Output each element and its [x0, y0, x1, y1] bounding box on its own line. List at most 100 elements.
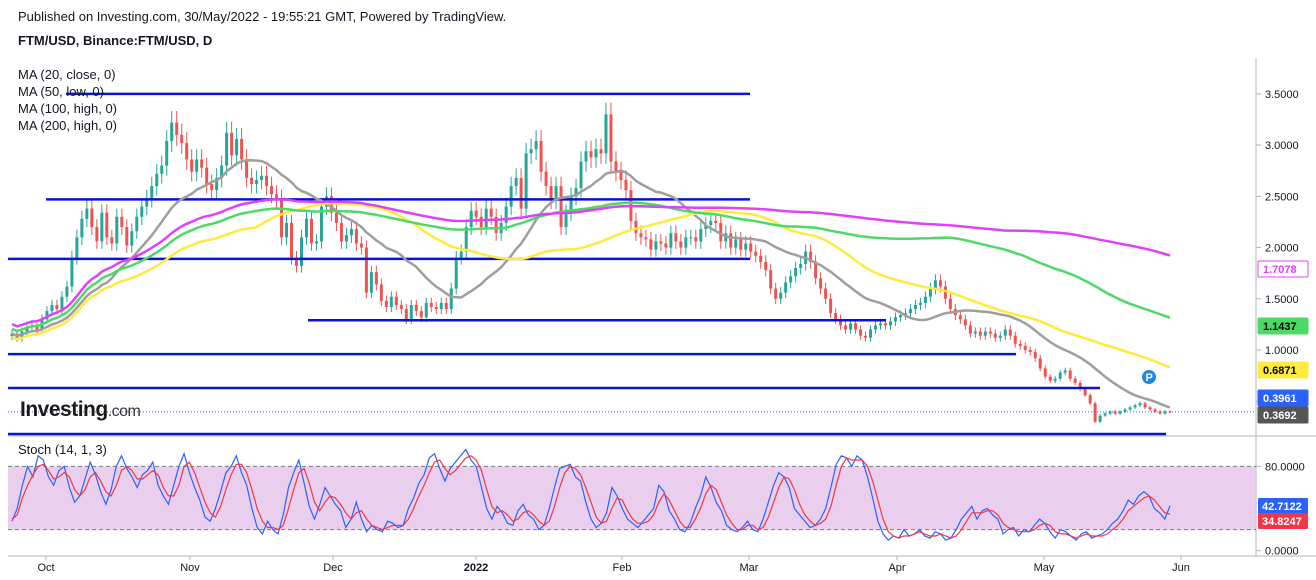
candle-body[interactable]: [958, 315, 962, 320]
candle-body[interactable]: [1093, 403, 1097, 422]
candle-body[interactable]: [1108, 411, 1112, 414]
candle-body[interactable]: [714, 220, 718, 223]
candle-body[interactable]: [1073, 378, 1077, 383]
candle-body[interactable]: [1003, 329, 1007, 336]
candle-body[interactable]: [684, 237, 688, 248]
candle-body[interactable]: [105, 212, 109, 238]
candle-body[interactable]: [1063, 370, 1067, 373]
candle-body[interactable]: [729, 233, 733, 248]
candle-body[interactable]: [334, 212, 338, 223]
candle-body[interactable]: [300, 237, 303, 267]
candle-body[interactable]: [938, 280, 942, 287]
candle-body[interactable]: [799, 263, 803, 269]
candle-body[interactable]: [1148, 407, 1152, 410]
candle-body[interactable]: [514, 177, 518, 187]
candle-body[interactable]: [928, 288, 932, 297]
candle-body[interactable]: [384, 300, 388, 307]
candle-body[interactable]: [923, 296, 927, 303]
candle-body[interactable]: [95, 227, 99, 242]
stoch-k-line[interactable]: [11, 448, 1171, 542]
candle-body[interactable]: [864, 335, 868, 338]
candle-body[interactable]: [849, 323, 853, 330]
candle-body[interactable]: [908, 309, 912, 314]
candle-body[interactable]: [534, 140, 538, 150]
candle-body[interactable]: [609, 114, 613, 162]
candle-body[interactable]: [719, 222, 723, 242]
candle-body[interactable]: [379, 284, 383, 301]
candle-body[interactable]: [1123, 409, 1127, 412]
candle-body[interactable]: [734, 239, 738, 248]
candle-body[interactable]: [809, 251, 813, 262]
candle-body[interactable]: [75, 237, 79, 258]
candle-body[interactable]: [474, 210, 478, 217]
candle-body[interactable]: [814, 261, 818, 279]
candle-body[interactable]: [1083, 388, 1087, 396]
candle-body[interactable]: [529, 149, 533, 154]
candle-body[interactable]: [434, 306, 438, 310]
candle-body[interactable]: [429, 302, 433, 307]
candle-body[interactable]: [794, 268, 798, 277]
candle-body[interactable]: [464, 227, 468, 252]
candle-body[interactable]: [160, 165, 164, 174]
candle-body[interactable]: [364, 247, 368, 293]
candle-body[interactable]: [230, 132, 234, 156]
legend-ma200[interactable]: MA (200, high, 0): [18, 118, 117, 133]
candle-body[interactable]: [295, 257, 299, 267]
candle-body[interactable]: [1118, 411, 1122, 414]
candle-body[interactable]: [1143, 403, 1147, 408]
candle-body[interactable]: [614, 161, 618, 172]
candle-body[interactable]: [589, 151, 593, 158]
candle-body[interactable]: [479, 216, 483, 228]
candle-body[interactable]: [1058, 372, 1062, 379]
candle-body[interactable]: [100, 212, 104, 242]
candle-body[interactable]: [1013, 335, 1017, 344]
candle-body[interactable]: [469, 210, 473, 228]
candle-body[interactable]: [839, 319, 843, 326]
candle-body[interactable]: [1053, 378, 1057, 381]
candle-body[interactable]: [1163, 411, 1167, 414]
candle-body[interactable]: [943, 286, 947, 299]
candle-body[interactable]: [1023, 345, 1027, 351]
candle-body[interactable]: [983, 331, 987, 336]
candle-body[interactable]: [574, 188, 578, 197]
candle-body[interactable]: [489, 208, 493, 217]
candle-body[interactable]: [459, 251, 463, 258]
candle-body[interactable]: [759, 255, 763, 262]
candle-body[interactable]: [285, 222, 289, 238]
candle-body[interactable]: [544, 171, 548, 187]
candle-body[interactable]: [419, 311, 423, 318]
candle-body[interactable]: [504, 206, 508, 223]
candle-body[interactable]: [859, 329, 863, 336]
candle-body[interactable]: [844, 325, 848, 330]
candle-body[interactable]: [779, 292, 783, 299]
candle-body[interactable]: [604, 114, 608, 154]
candle-body[interactable]: [579, 161, 583, 189]
candle-body[interactable]: [494, 216, 498, 234]
candle-body[interactable]: [893, 317, 897, 322]
candle-body[interactable]: [439, 302, 443, 310]
candle-body[interactable]: [624, 179, 628, 191]
ma200-line[interactable]: [11, 197, 1171, 328]
candle-body[interactable]: [414, 304, 418, 312]
candle-body[interactable]: [749, 243, 753, 252]
candle-body[interactable]: [314, 241, 318, 244]
candle-body[interactable]: [339, 222, 343, 242]
candle-body[interactable]: [948, 298, 952, 310]
candle-body[interactable]: [699, 229, 703, 242]
candle-body[interactable]: [933, 280, 937, 289]
candle-body[interactable]: [709, 220, 713, 226]
candle-body[interactable]: [918, 302, 922, 305]
candle-body[interactable]: [599, 149, 603, 154]
candle-body[interactable]: [404, 309, 408, 320]
candle-body[interactable]: [1068, 370, 1072, 379]
candle-body[interactable]: [1113, 411, 1117, 414]
candle-body[interactable]: [654, 241, 658, 250]
candle-body[interactable]: [774, 288, 778, 299]
candle-body[interactable]: [634, 220, 638, 234]
candle-body[interactable]: [1033, 352, 1037, 359]
candle-body[interactable]: [564, 212, 568, 228]
candle-body[interactable]: [784, 282, 788, 293]
candle-body[interactable]: [304, 218, 308, 238]
candle-body[interactable]: [215, 177, 219, 191]
candle-body[interactable]: [834, 313, 838, 320]
